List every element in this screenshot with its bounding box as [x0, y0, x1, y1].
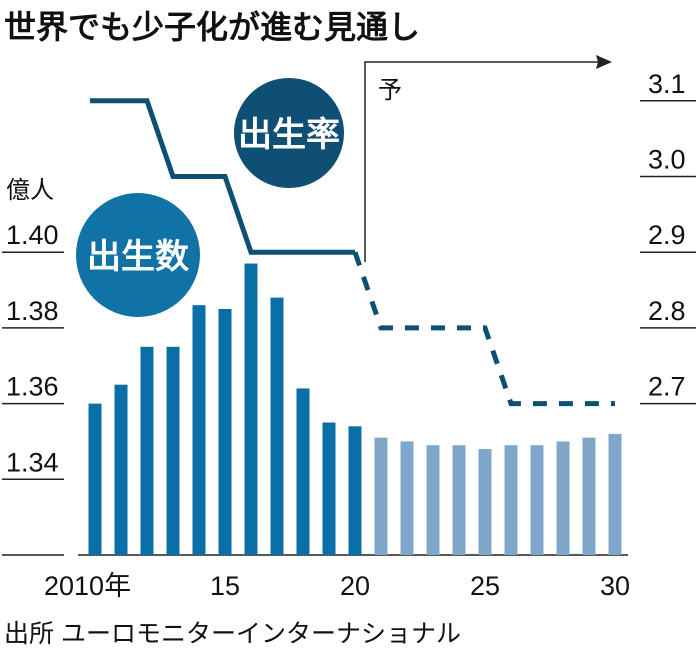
bar-2028 [556, 441, 570, 555]
bar-2011 [114, 384, 128, 555]
bar-2029 [582, 437, 596, 555]
left-axis-unit: 億人 [6, 177, 54, 204]
chart-title: 世界でも少子化が進む見通し [4, 9, 420, 45]
left-tick-label: 1.38 [6, 296, 59, 326]
left-tick-label: 1.34 [6, 447, 59, 477]
bar-2013 [166, 346, 180, 555]
right-tick-label: 2.8 [648, 296, 686, 326]
bar-2025 [478, 449, 492, 555]
right-tick-label: 2.7 [648, 372, 686, 402]
rate-badge [234, 78, 344, 188]
bar-2012 [140, 346, 154, 555]
rate-badge-label: 出生率 [238, 116, 340, 154]
x-tick-label: 2010年 [44, 571, 131, 601]
left-tick-label: 1.36 [6, 372, 59, 402]
bar-2019 [322, 422, 336, 555]
bar-2030 [608, 433, 622, 555]
forecast-bracket [364, 61, 600, 262]
bar-2020 [348, 426, 362, 555]
bar-2010 [88, 403, 102, 555]
bar-2022 [400, 441, 414, 555]
bar-2024 [452, 445, 466, 555]
bar-2023 [426, 445, 440, 555]
arrow-right-icon [596, 55, 612, 69]
bar-2018 [296, 388, 310, 555]
source-note: 出所 ユーロモニターインターナショナル [4, 620, 461, 648]
rate-line-actual [90, 98, 355, 255]
bar-2017 [270, 297, 284, 555]
births-badge [76, 193, 200, 317]
x-tick-label: 25 [470, 571, 500, 601]
bar-2021 [374, 437, 388, 555]
bar-2014 [192, 305, 206, 555]
births-badge-label: 出生数 [87, 238, 189, 276]
rate-line-forecast [352, 251, 615, 407]
left-tick-label: 1.40 [6, 220, 59, 250]
x-tick-label: 15 [210, 571, 240, 601]
right-tick-label: 3.1 [648, 69, 686, 99]
x-tick-label: 20 [340, 571, 370, 601]
x-tick-label: 30 [600, 571, 630, 601]
right-tick-label: 2.9 [648, 220, 686, 250]
bar-2016 [244, 263, 258, 555]
bar-2027 [530, 445, 544, 555]
bar-2026 [504, 445, 518, 555]
bar-2015 [218, 308, 232, 555]
right-tick-label: 3.0 [648, 145, 686, 175]
forecast-label: 予 [378, 77, 402, 104]
